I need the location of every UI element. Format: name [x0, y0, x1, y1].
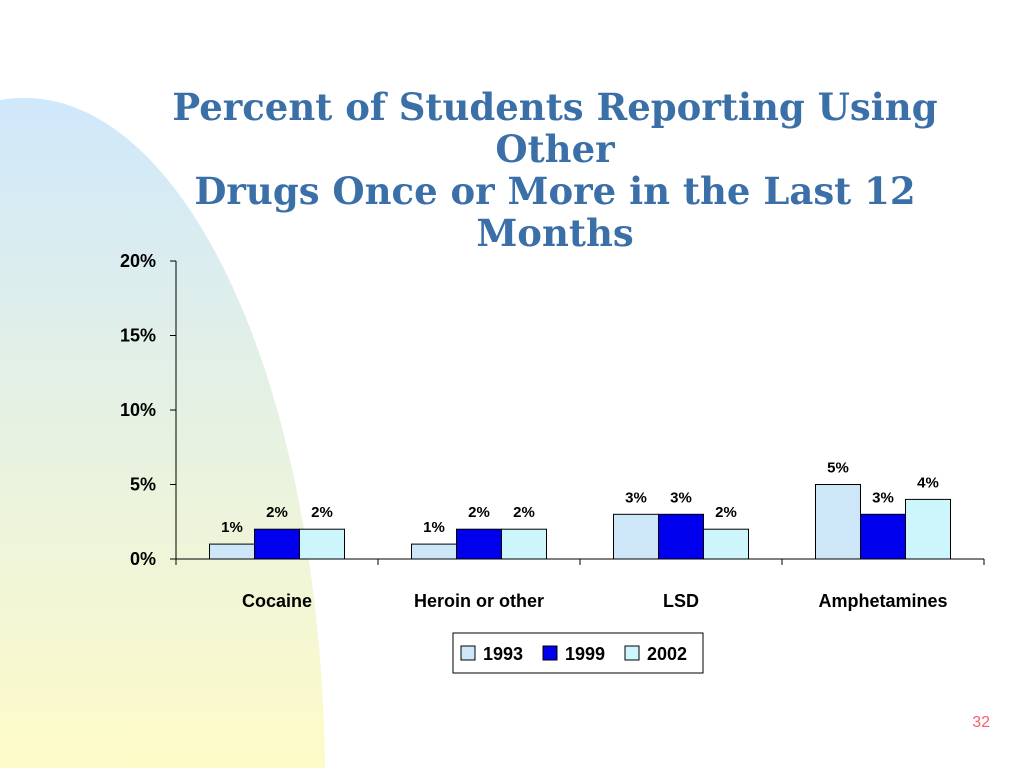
data-label: 5%: [827, 460, 849, 477]
category-label: Amphetamines: [818, 591, 947, 611]
legend-box: [452, 632, 704, 674]
y-tick-label: 0%: [130, 549, 156, 569]
bar-2002-amphetamines: [905, 498, 951, 560]
bar-1993-lsd: [613, 513, 659, 560]
data-label: 1%: [221, 519, 243, 536]
slide-title-line-1: Percent of Students Reporting Using Othe…: [172, 85, 938, 171]
data-label: 2%: [468, 504, 490, 521]
category-label: Cocaine: [242, 591, 312, 611]
y-tick-label: 20%: [120, 251, 156, 271]
bar-1999-lsd: [658, 513, 704, 560]
bar-1993-heroin-or-other: [411, 543, 457, 560]
data-label: 2%: [266, 504, 288, 521]
data-label: 2%: [715, 504, 737, 521]
background-arc-shape: [0, 98, 325, 768]
data-label: 2%: [513, 504, 535, 521]
y-tick-label: 5%: [130, 475, 156, 495]
legend-swatch-1999: [542, 645, 558, 661]
slide-number: 32: [972, 714, 990, 731]
legend-label-1993: 1993: [483, 644, 523, 664]
legend-swatch-1993: [460, 645, 476, 661]
slide-title-line-2: Drugs Once or More in the Last 12 Months: [194, 169, 916, 255]
bar-1999-heroin-or-other: [456, 528, 502, 560]
bar-2002-heroin-or-other: [501, 528, 547, 560]
data-label: 4%: [917, 474, 939, 491]
bar-1993-cocaine: [209, 543, 255, 560]
category-label: LSD: [663, 591, 699, 611]
slide-title: Percent of Students Reporting Using Othe…: [120, 86, 990, 254]
y-tick-label: 10%: [120, 400, 156, 420]
data-label: 3%: [670, 489, 692, 506]
legend-label-1999: 1999: [565, 644, 605, 664]
legend-swatch-2002: [624, 645, 640, 661]
bar-1993-amphetamines: [815, 484, 861, 560]
legend-label-2002: 2002: [647, 644, 687, 664]
bar-2002-lsd: [703, 528, 749, 560]
data-label: 3%: [625, 489, 647, 506]
bar-2002-cocaine: [299, 528, 345, 560]
data-label: 2%: [311, 504, 333, 521]
y-tick-label: 15%: [120, 326, 156, 346]
data-label: 3%: [872, 489, 894, 506]
bar-1999-cocaine: [254, 528, 300, 560]
category-label: Heroin or other: [414, 591, 544, 611]
bar-1999-amphetamines: [860, 513, 906, 560]
data-label: 1%: [423, 519, 445, 536]
